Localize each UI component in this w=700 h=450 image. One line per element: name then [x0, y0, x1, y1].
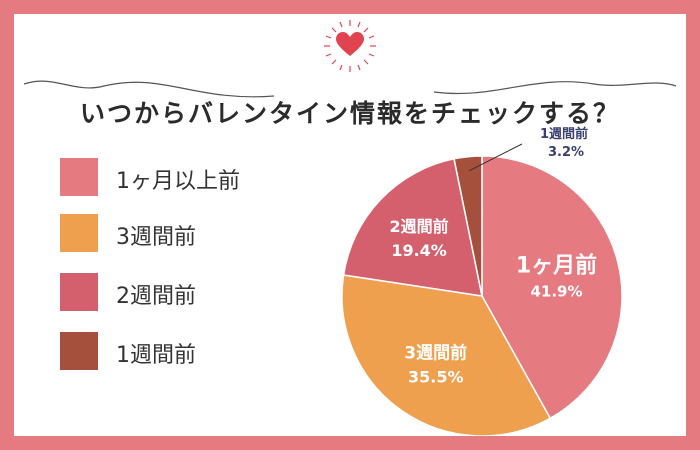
chart-title: いつからバレンタイン情報をチェックする？: [79, 99, 620, 128]
slice-label: 3週間前: [404, 343, 467, 364]
legend-item-3: 2週間前: [60, 273, 290, 311]
pie-slice-2: [341, 274, 552, 436]
legend-swatch: [60, 158, 98, 196]
slice-value-outside: 3.2%: [548, 145, 584, 160]
legend-label: 1週間前: [116, 343, 196, 368]
sparkle-icon: [324, 20, 376, 72]
slice-label-outside: 1週間前: [540, 126, 588, 142]
slice-value: 35.5%: [408, 368, 464, 387]
slice-value: 19.4%: [391, 241, 447, 260]
pie-chart: 1ヶ月前 41.9% 3週間前 35.5% 2週間前 19.4% 1週間前 3.2%: [341, 126, 623, 436]
legend-swatch: [60, 332, 98, 370]
title-decoration: [23, 20, 677, 98]
title-underline: [23, 80, 677, 98]
legend-item-4: 1週間前: [60, 332, 290, 370]
legend-swatch: [60, 273, 98, 311]
legend-label: 2週間前: [116, 284, 196, 309]
leader-line: [469, 143, 523, 172]
heart-icon: [336, 32, 364, 56]
chart-card: いつからバレンタイン情報をチェックする？ 1ヶ月以上前 3週間前 2週間前 1週…: [14, 14, 686, 436]
slice-label: 1ヶ月前: [516, 253, 597, 279]
legend-swatch: [60, 214, 98, 252]
pie-slice-4: [453, 155, 483, 297]
legend-label: 3週間前: [116, 225, 196, 250]
slice-label: 2週間前: [390, 217, 449, 236]
slice-value: 41.9%: [530, 283, 582, 301]
legend-item-2: 3週間前: [60, 214, 290, 252]
legend-label: 1ヶ月以上前: [116, 169, 240, 194]
pie-slice-1: [481, 155, 623, 420]
pie-slice-3: [342, 157, 483, 297]
legend-item-1: 1ヶ月以上前: [60, 158, 290, 196]
